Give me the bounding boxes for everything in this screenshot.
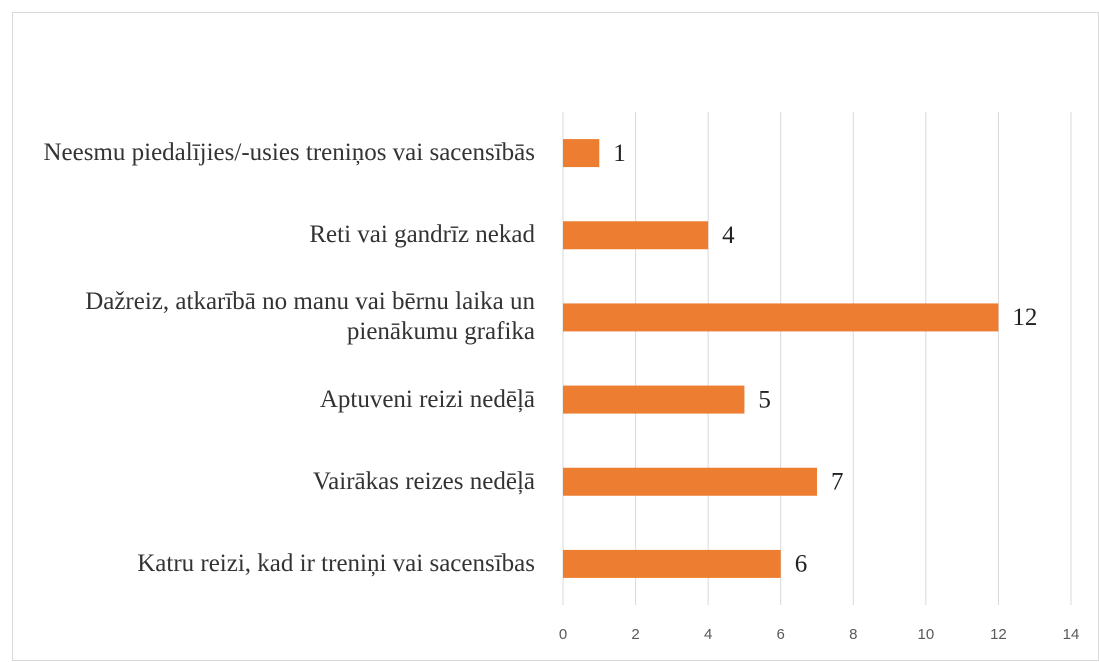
y-tick-label: Reti vai gandrīz nekad <box>309 221 535 249</box>
value-label: 7 <box>831 468 844 495</box>
value-label: 6 <box>795 551 808 578</box>
x-tick-label: 10 <box>918 626 935 643</box>
y-tick-label: Katru reizi, kad ir treniņi vai sacensīb… <box>137 549 535 577</box>
y-tick-label: Vairākas reizes nedēļā <box>312 467 535 495</box>
x-tick-label: 0 <box>559 626 567 643</box>
x-tick-label: 2 <box>631 626 639 643</box>
x-tick-label: 6 <box>777 626 785 643</box>
value-label: 12 <box>1012 304 1037 331</box>
x-tick-label: 14 <box>1063 626 1080 643</box>
value-label: 5 <box>758 386 771 413</box>
y-tick-label: Aptuveni reizi nedēļā <box>319 385 535 413</box>
value-label: 1 <box>613 140 626 167</box>
bar <box>563 303 999 332</box>
value-label: 4 <box>722 222 735 249</box>
x-tick-label: 4 <box>704 626 712 643</box>
x-tick-label: 8 <box>849 626 857 643</box>
bar <box>563 467 817 496</box>
y-tick-label: Neesmu piedalījies/-usies treniņos vai s… <box>43 139 535 167</box>
bar <box>563 221 709 250</box>
bar <box>563 139 600 168</box>
bar <box>563 549 781 578</box>
x-tick-label: 12 <box>990 626 1007 643</box>
y-tick-label: Dažreiz, atkarībā no manu vai bērnu laik… <box>85 288 535 346</box>
bar <box>563 385 745 414</box>
